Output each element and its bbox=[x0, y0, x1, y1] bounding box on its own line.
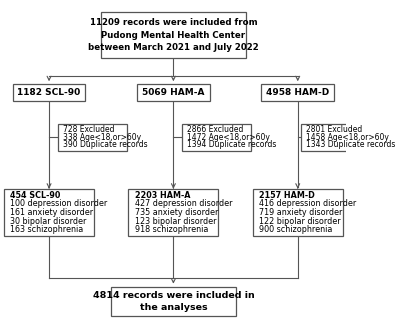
Text: 728 Excluded: 728 Excluded bbox=[62, 125, 114, 134]
Text: 1182 SCL-90: 1182 SCL-90 bbox=[18, 88, 81, 97]
Text: 719 anxiety disorder: 719 anxiety disorder bbox=[259, 208, 342, 217]
Text: 900 schizophrenia: 900 schizophrenia bbox=[259, 225, 332, 235]
FancyBboxPatch shape bbox=[301, 124, 367, 150]
Text: 30 bipolar disorder: 30 bipolar disorder bbox=[10, 217, 87, 226]
FancyBboxPatch shape bbox=[253, 189, 343, 237]
Text: the analyses: the analyses bbox=[140, 303, 207, 312]
Text: 390 Duplicate records: 390 Duplicate records bbox=[62, 141, 147, 149]
FancyBboxPatch shape bbox=[182, 124, 251, 150]
Text: 427 depression disorder: 427 depression disorder bbox=[135, 200, 232, 209]
FancyBboxPatch shape bbox=[262, 84, 334, 101]
Text: 454 SCL-90: 454 SCL-90 bbox=[10, 191, 61, 200]
Text: 2203 HAM-A: 2203 HAM-A bbox=[135, 191, 190, 200]
Text: 163 schizophrenia: 163 schizophrenia bbox=[10, 225, 84, 235]
Text: 161 anxiety disorder: 161 anxiety disorder bbox=[10, 208, 94, 217]
Text: between March 2021 and July 2022: between March 2021 and July 2022 bbox=[88, 44, 259, 52]
Text: 416 depression disorder: 416 depression disorder bbox=[259, 200, 356, 209]
Text: 2801 Excluded: 2801 Excluded bbox=[306, 125, 362, 134]
Text: Pudong Mental Health Center: Pudong Mental Health Center bbox=[101, 31, 246, 40]
Text: 1343 Duplicate records: 1343 Duplicate records bbox=[306, 141, 395, 149]
Text: 735 anxiety disorder: 735 anxiety disorder bbox=[135, 208, 218, 217]
FancyBboxPatch shape bbox=[101, 12, 246, 58]
FancyBboxPatch shape bbox=[58, 124, 127, 150]
Text: 123 bipolar disorder: 123 bipolar disorder bbox=[135, 217, 216, 226]
Text: 338 Age<18,or>60y: 338 Age<18,or>60y bbox=[62, 133, 141, 142]
FancyBboxPatch shape bbox=[4, 189, 94, 237]
Text: 1458 Age<18,or>60y: 1458 Age<18,or>60y bbox=[306, 133, 389, 142]
Text: 100 depression disorder: 100 depression disorder bbox=[10, 200, 108, 209]
Text: 2157 HAM-D: 2157 HAM-D bbox=[259, 191, 315, 200]
FancyBboxPatch shape bbox=[137, 84, 210, 101]
Text: 2866 Excluded: 2866 Excluded bbox=[187, 125, 243, 134]
Text: 1472 Age<18,or>60y: 1472 Age<18,or>60y bbox=[187, 133, 270, 142]
FancyBboxPatch shape bbox=[128, 189, 218, 237]
FancyBboxPatch shape bbox=[13, 84, 85, 101]
Text: 11209 records were included from: 11209 records were included from bbox=[90, 18, 257, 27]
Text: 4958 HAM-D: 4958 HAM-D bbox=[266, 88, 329, 97]
FancyBboxPatch shape bbox=[111, 286, 236, 316]
Text: 918 schizophrenia: 918 schizophrenia bbox=[135, 225, 208, 235]
Text: 5069 HAM-A: 5069 HAM-A bbox=[142, 88, 205, 97]
Text: 1394 Duplicate records: 1394 Duplicate records bbox=[187, 141, 276, 149]
Text: 122 bipolar disorder: 122 bipolar disorder bbox=[259, 217, 341, 226]
Text: 4814 records were included in: 4814 records were included in bbox=[92, 291, 254, 300]
